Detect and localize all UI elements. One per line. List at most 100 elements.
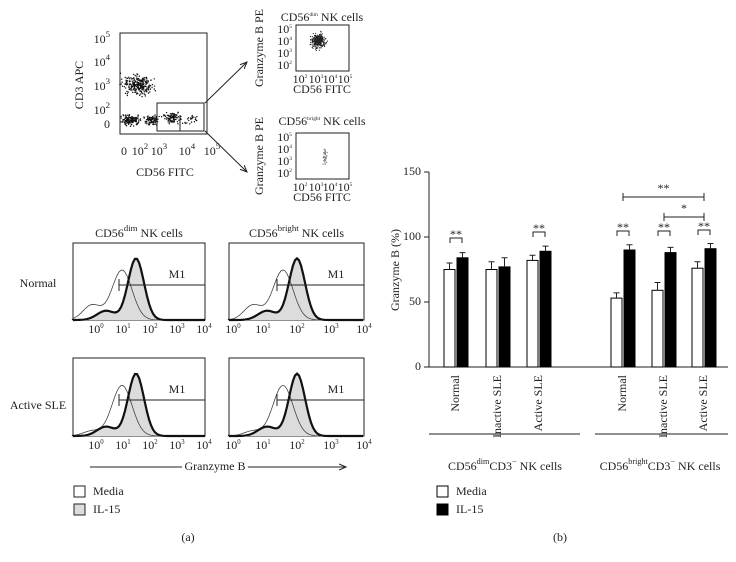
dot	[325, 41, 327, 43]
text-part: 4	[106, 52, 111, 62]
dot	[139, 84, 141, 86]
dot	[136, 122, 138, 125]
dot	[145, 121, 148, 123]
x-tick-label: 103	[309, 180, 324, 194]
dot	[325, 158, 327, 160]
text-part: 2	[305, 74, 308, 80]
column-title: CD56dim NK cells	[95, 223, 183, 240]
plot-title: CD56bright NK cells	[279, 114, 366, 128]
panel-label: (a)	[181, 530, 194, 544]
dot	[134, 85, 137, 87]
bar	[456, 257, 469, 368]
bar	[691, 267, 704, 368]
error-bar	[459, 252, 466, 258]
dot	[126, 90, 128, 93]
dot	[135, 116, 137, 119]
dot	[127, 123, 130, 126]
dot	[144, 93, 146, 96]
text-part: 10	[94, 79, 106, 93]
dot	[155, 117, 157, 119]
text-part: 10	[88, 438, 100, 452]
dot	[194, 117, 197, 119]
dot	[149, 122, 151, 124]
dot	[311, 36, 313, 38]
dot	[175, 118, 177, 121]
dot	[149, 85, 152, 87]
dot	[181, 122, 184, 124]
bar	[485, 269, 498, 368]
dot	[167, 115, 170, 117]
dot	[128, 114, 130, 116]
text-part: 10	[323, 72, 335, 86]
text-part: 10	[309, 180, 321, 194]
text-part: 4	[208, 323, 212, 330]
dot	[128, 120, 130, 122]
dot	[314, 44, 316, 46]
dot	[128, 78, 131, 80]
error-bar	[707, 243, 714, 249]
dot	[313, 34, 316, 37]
text-part: CD3	[648, 459, 671, 473]
dot	[323, 157, 325, 159]
dot	[323, 153, 325, 155]
y-tick-label: 104	[94, 52, 111, 69]
dot	[126, 81, 128, 84]
dot	[128, 87, 130, 89]
dot	[126, 80, 129, 82]
bar	[443, 269, 456, 368]
text-part: 10	[277, 154, 289, 168]
dot	[173, 112, 175, 115]
error-bar	[613, 292, 620, 299]
dot	[141, 81, 143, 83]
text-part: 5	[350, 182, 353, 188]
dot	[175, 115, 177, 117]
legend-label: IL-15	[93, 502, 120, 516]
dot	[173, 121, 175, 123]
dot	[317, 44, 319, 46]
text-part: 10	[323, 180, 335, 194]
dot	[124, 76, 126, 79]
bar	[623, 249, 636, 368]
dot	[164, 114, 166, 116]
text-part: 4	[335, 182, 338, 188]
dot	[131, 120, 133, 122]
y-tick-label: 105	[277, 22, 292, 36]
dot	[120, 121, 122, 123]
dot	[320, 44, 322, 46]
dot	[136, 92, 138, 94]
dot	[148, 85, 150, 87]
y-tick-label: 105	[277, 130, 292, 144]
text-part: 10	[225, 322, 237, 336]
dot	[164, 115, 167, 118]
dot	[324, 156, 326, 158]
histogram-il15	[73, 258, 205, 320]
dot	[125, 80, 127, 82]
text-part: 3	[181, 439, 185, 446]
x-tick-label: 104	[356, 322, 372, 336]
text-part: 10	[277, 58, 289, 72]
y-tick-label: 104	[277, 34, 292, 48]
text-part: 1	[267, 439, 270, 446]
dot	[148, 116, 150, 119]
dot	[319, 35, 321, 38]
dot	[134, 120, 137, 123]
dot	[139, 83, 141, 85]
bar	[610, 297, 623, 368]
dot	[190, 121, 193, 123]
text-part: 2	[106, 100, 110, 110]
dot	[130, 84, 133, 86]
dot	[147, 117, 150, 119]
text-part: 10	[255, 438, 267, 452]
y-tick-label: 150	[403, 164, 421, 178]
dot	[152, 123, 154, 126]
x-tick-label: 104	[196, 322, 212, 336]
dot	[319, 43, 321, 46]
text-part: 10	[289, 322, 301, 336]
dot	[131, 116, 133, 118]
dot	[324, 149, 326, 151]
dot	[158, 115, 160, 118]
x-tick-label: 101	[115, 322, 130, 336]
text-part: dim	[309, 12, 318, 18]
row-label: Active SLE	[10, 398, 66, 412]
